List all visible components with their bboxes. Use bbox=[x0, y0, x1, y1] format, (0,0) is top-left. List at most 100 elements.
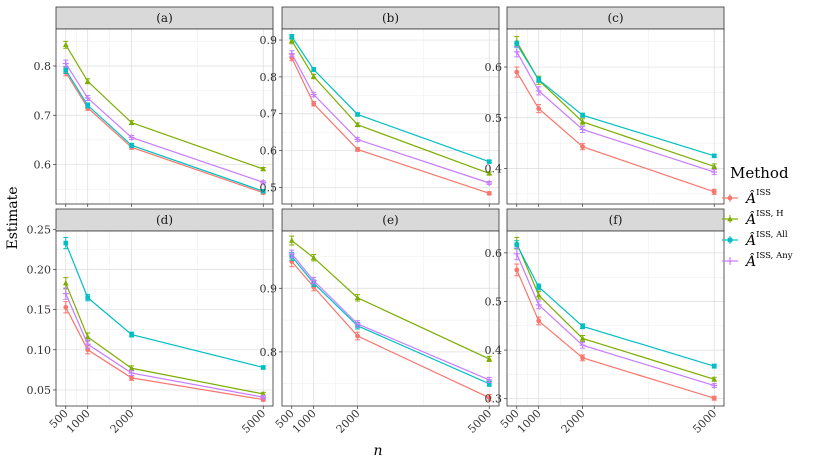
panel-border bbox=[281, 230, 500, 407]
series-line bbox=[516, 51, 715, 173]
data-point bbox=[536, 284, 542, 290]
data-point bbox=[536, 318, 542, 324]
data-point bbox=[355, 333, 360, 339]
panel-b: (b) 0.5 0.6 0.7 0.8 0.9 bbox=[260, 6, 500, 207]
plot-background bbox=[507, 29, 724, 204]
data-point bbox=[260, 390, 267, 397]
series-line bbox=[65, 306, 264, 401]
legend: Method ÂISS ÂISS, H ÂISS, All ÂISS, Any bbox=[722, 164, 793, 270]
data-point bbox=[129, 143, 134, 148]
data-point bbox=[310, 254, 317, 260]
data-point bbox=[288, 50, 295, 57]
series-iss-any bbox=[62, 287, 267, 401]
data-point bbox=[311, 67, 317, 72]
data-point bbox=[62, 280, 69, 286]
legend-entry: ÂISS bbox=[722, 188, 771, 207]
data-point bbox=[486, 376, 493, 383]
legend-key-point bbox=[727, 195, 733, 201]
y-tick-label: 0.10 bbox=[27, 344, 52, 357]
series-line bbox=[291, 57, 490, 194]
data-point bbox=[63, 304, 69, 310]
legend-key-point bbox=[727, 258, 733, 264]
x-tick-label: 1000 bbox=[64, 407, 93, 436]
y-tick-label: 0.15 bbox=[27, 304, 52, 317]
panel-a: (a) 0.6 0.7 0.8 bbox=[34, 6, 274, 207]
data-point bbox=[711, 376, 718, 382]
y-tick-label: 0.05 bbox=[27, 384, 52, 397]
plot-background bbox=[282, 29, 499, 204]
legend-entry: ÂISS, All bbox=[722, 230, 788, 249]
series-iss-any bbox=[513, 46, 718, 176]
series-line bbox=[516, 244, 715, 367]
data-point bbox=[711, 169, 718, 176]
data-point bbox=[486, 170, 493, 176]
data-point bbox=[514, 41, 520, 47]
panel-border bbox=[506, 230, 725, 407]
plot-background bbox=[282, 231, 499, 406]
data-point bbox=[579, 126, 586, 133]
data-point bbox=[85, 103, 91, 108]
data-point bbox=[62, 41, 69, 47]
x-axis-title: n bbox=[373, 443, 382, 459]
panel-strip-label: (e) bbox=[382, 213, 398, 227]
series-iss-any bbox=[288, 50, 493, 186]
series-line bbox=[65, 72, 264, 194]
x-tick-label: 2000 bbox=[334, 407, 363, 436]
data-point bbox=[354, 320, 361, 327]
series-iss bbox=[514, 263, 717, 401]
data-point bbox=[535, 87, 542, 94]
data-point bbox=[288, 250, 295, 257]
x-tick-label: 2000 bbox=[559, 407, 588, 436]
y-tick-label: 0.8 bbox=[34, 60, 52, 73]
legend-label: ÂISS, H bbox=[744, 209, 784, 228]
series-line bbox=[516, 269, 715, 399]
series-line bbox=[291, 36, 490, 163]
data-point bbox=[579, 342, 586, 349]
data-point bbox=[128, 370, 135, 377]
plot-background bbox=[56, 231, 273, 406]
data-point bbox=[128, 134, 135, 141]
panel-strip-label: (b) bbox=[382, 11, 399, 25]
legend-entry: ÂISS, H bbox=[722, 209, 784, 228]
data-point bbox=[62, 290, 69, 297]
series-line bbox=[65, 242, 264, 369]
data-point bbox=[513, 48, 520, 55]
series-iss-all bbox=[289, 34, 492, 164]
series-iss-all bbox=[63, 236, 266, 370]
y-tick-label: 0.25 bbox=[27, 223, 52, 236]
data-point bbox=[486, 190, 492, 196]
x-tick-label: 5000 bbox=[465, 407, 494, 436]
y-tick-label: 0.9 bbox=[260, 282, 278, 295]
data-point bbox=[514, 242, 520, 247]
legend-entry: ÂISS, Any bbox=[722, 251, 793, 270]
plot-background bbox=[507, 231, 724, 406]
x-tick-label: 1000 bbox=[515, 407, 544, 436]
data-point bbox=[311, 284, 317, 290]
y-tick-label: 0.6 bbox=[485, 61, 503, 74]
y-tick-label: 0.9 bbox=[260, 34, 278, 47]
data-point bbox=[579, 335, 586, 341]
data-point bbox=[310, 73, 317, 79]
series-line bbox=[516, 253, 715, 387]
series-line bbox=[516, 43, 715, 157]
y-tick-label: 0.8 bbox=[260, 346, 278, 359]
series-iss-h bbox=[288, 235, 493, 362]
data-point bbox=[536, 106, 542, 112]
data-point bbox=[354, 294, 361, 301]
x-tick-label: 5000 bbox=[690, 407, 719, 436]
data-point bbox=[260, 394, 267, 401]
series-iss-h bbox=[62, 40, 267, 172]
y-tick-label: 0.5 bbox=[485, 112, 503, 125]
series-line bbox=[65, 293, 264, 398]
legend-title: Method bbox=[730, 164, 789, 182]
series-iss-all bbox=[63, 65, 266, 194]
y-tick-label: 0.6 bbox=[485, 247, 503, 260]
data-point bbox=[84, 95, 91, 102]
data-point bbox=[289, 34, 295, 40]
data-point bbox=[311, 101, 317, 107]
data-point bbox=[310, 277, 317, 284]
x-tick-label: 5000 bbox=[239, 407, 268, 436]
legend-key-point bbox=[727, 237, 733, 243]
data-point bbox=[535, 292, 542, 298]
